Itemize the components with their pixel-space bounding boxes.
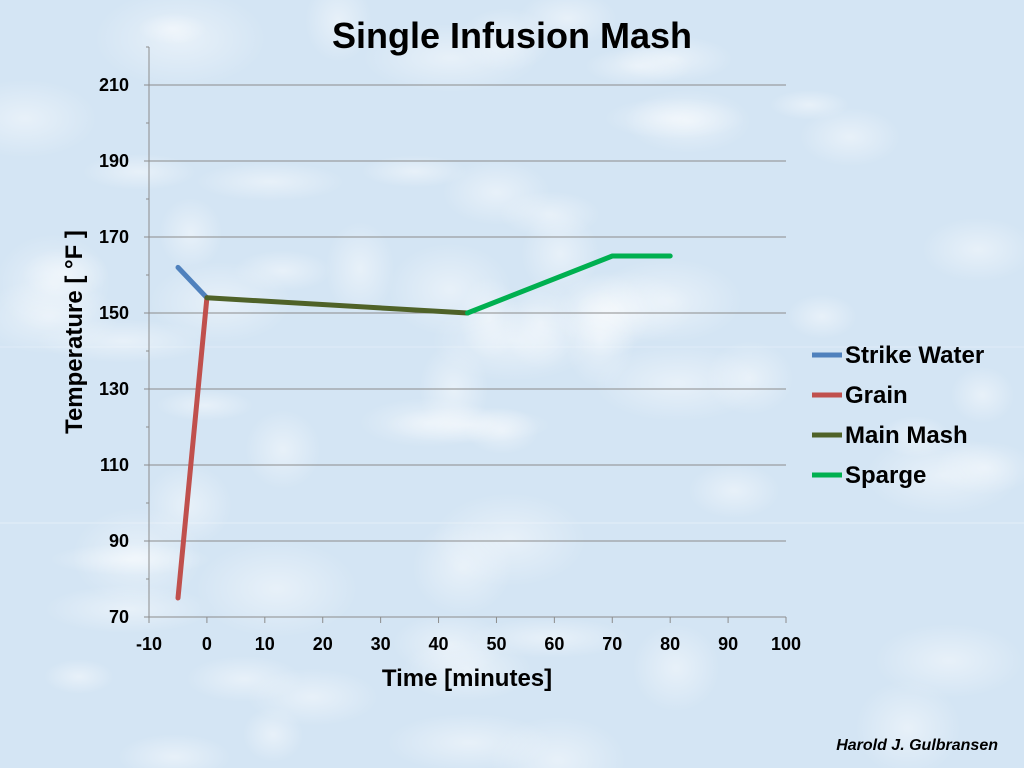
legend-label: Strike Water bbox=[845, 342, 984, 369]
x-tick-label: 50 bbox=[486, 634, 506, 654]
series-lines bbox=[175, 253, 673, 601]
texture-blotch bbox=[361, 155, 469, 188]
legend-label: Main Mash bbox=[845, 422, 968, 449]
texture-blotch bbox=[195, 539, 359, 638]
x-tick-label: -10 bbox=[136, 634, 162, 654]
y-tick-label: 130 bbox=[99, 379, 129, 399]
texture-blotch bbox=[874, 623, 1024, 699]
texture-blotch bbox=[950, 366, 1015, 424]
texture-blotch bbox=[604, 97, 746, 140]
texture-blotch bbox=[688, 463, 781, 519]
texture-blotch bbox=[44, 659, 114, 695]
x-axis-title: Time [minutes] bbox=[382, 665, 552, 692]
x-tick-label: 0 bbox=[202, 634, 212, 654]
series-line-strike-water bbox=[175, 264, 210, 301]
texture-blotch bbox=[799, 107, 901, 167]
texture-blotch bbox=[245, 409, 321, 490]
y-tick-label: 210 bbox=[99, 75, 129, 95]
axes bbox=[144, 46, 787, 623]
texture-blotch bbox=[401, 638, 533, 702]
texture-blotch bbox=[137, 12, 208, 45]
y-axis-title: Temperature [ °F ] bbox=[61, 230, 88, 434]
x-tick-label: 60 bbox=[544, 634, 564, 654]
texture-blotch bbox=[246, 668, 379, 726]
series-line-main-mash bbox=[204, 295, 470, 316]
texture-blotch bbox=[469, 617, 631, 659]
x-tick-label: 80 bbox=[660, 634, 680, 654]
texture-blotch bbox=[632, 623, 720, 712]
x-tick-label: 10 bbox=[255, 634, 275, 654]
x-tick-label: 90 bbox=[718, 634, 738, 654]
texture-blotch bbox=[325, 221, 395, 317]
texture-blotch bbox=[362, 23, 540, 93]
texture-blotch bbox=[432, 492, 587, 587]
texture-blotch bbox=[304, 0, 373, 63]
texture-blotch bbox=[431, 300, 598, 382]
y-tick-label: 110 bbox=[100, 455, 129, 475]
texture-blotch bbox=[706, 340, 794, 415]
texture-blotch bbox=[0, 79, 98, 159]
y-tick-label: 150 bbox=[99, 303, 129, 323]
x-tick-label: 70 bbox=[602, 634, 622, 654]
x-tick-label: 40 bbox=[429, 634, 449, 654]
texture-blotch bbox=[82, 153, 197, 191]
texture-blotch bbox=[156, 389, 254, 422]
series-line-sparge bbox=[465, 253, 673, 316]
texture-blotch bbox=[0, 233, 111, 334]
texture-blotch bbox=[855, 679, 962, 768]
texture-blotch bbox=[195, 162, 345, 202]
y-tick-label: 70 bbox=[109, 607, 129, 627]
texture-blotch bbox=[490, 716, 627, 768]
texture-blotch bbox=[117, 733, 232, 768]
legend: Strike Water Grain Main Mash Sparge bbox=[812, 342, 984, 489]
texture-blotch bbox=[499, 191, 601, 238]
y-tick-label: 190 bbox=[99, 151, 129, 171]
texture-blotch bbox=[159, 197, 223, 270]
texture-blotch bbox=[786, 294, 858, 339]
texture-blotch bbox=[584, 47, 694, 86]
legend-label: Sparge bbox=[845, 462, 926, 489]
x-tick-label: 30 bbox=[371, 634, 391, 654]
texture-blotch bbox=[921, 217, 1024, 282]
y-tick-labels: 70 90 110 130 150 170 190 210 bbox=[99, 75, 129, 627]
legend-label: Grain bbox=[845, 382, 908, 409]
series-line-grain bbox=[175, 295, 210, 601]
y-tick-label: 170 bbox=[99, 227, 129, 247]
texture-blotch bbox=[592, 258, 744, 343]
author-credit: Harold J. Gulbransen bbox=[836, 737, 998, 754]
texture-blotch bbox=[383, 406, 552, 444]
x-tick-label: 20 bbox=[313, 634, 333, 654]
texture-blotch bbox=[934, 441, 1024, 495]
texture-blotch bbox=[71, 507, 203, 605]
gridlines bbox=[149, 84, 786, 542]
chart-title: Single Infusion Mash bbox=[332, 15, 692, 56]
x-tick-label: 100 bbox=[771, 634, 801, 654]
texture-blotch bbox=[233, 250, 332, 292]
x-tick-labels: -10 0 10 20 30 40 50 60 70 80 90 100 bbox=[136, 634, 801, 654]
y-tick-label: 90 bbox=[109, 531, 129, 551]
